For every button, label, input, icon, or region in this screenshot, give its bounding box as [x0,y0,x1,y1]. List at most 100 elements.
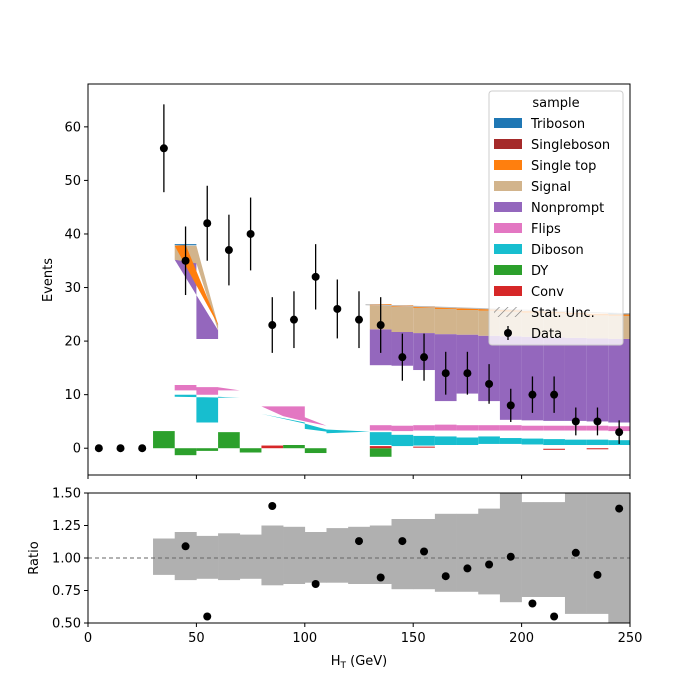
stack-bin-flips [369,425,392,431]
data-point [159,144,168,153]
ratio-point [593,570,602,579]
data-point [289,315,298,324]
legend-swatch [494,118,522,128]
ratio-y-axis-label: Ratio [27,541,42,574]
x-tick-label: 200 [509,631,534,646]
ratio-point [311,580,320,588]
data-point [138,444,147,453]
ratio-point [441,572,450,581]
legend-label: Conv [531,285,564,300]
data-point [94,444,103,453]
ratio-band-bin [369,525,392,584]
ratio-y-tick-label: 0.75 [52,584,81,599]
stack-bin-signal [413,307,435,334]
data-point [311,272,320,281]
data-point [506,401,515,410]
data-point [224,246,233,255]
ratio-point [506,552,515,561]
ratio-band-bin [434,513,457,592]
stack-bin-flips [434,424,457,431]
data-point [615,428,624,437]
stack-bin-diboson [391,434,414,447]
ratio-y-tick-label: 0.50 [52,617,81,632]
main-y-tick-label: 10 [64,388,81,403]
x-tick-label: 50 [188,631,205,646]
main-y-tick-label: 40 [64,227,81,242]
stack-bin-diboson [478,436,500,444]
stack-bin-nonprompt [586,338,609,422]
main-y-tick-label: 60 [64,120,81,135]
main-axes-frame [87,83,631,476]
ratio-point [203,612,212,621]
stack-shape-nonprompt [174,259,219,339]
stack-bin-diboson [586,439,609,446]
stack-bin-diboson [543,439,565,446]
ratio-band-bin [586,493,609,614]
stack-bin-diboson [564,439,587,446]
legend-swatch [494,265,522,275]
data-point [246,229,255,238]
data-point [593,417,602,426]
ratio-point [420,547,429,556]
ratio-x-axis: 0 50 100 150 200 250 [84,623,643,646]
stack-bin-single-top [456,308,479,311]
stack-bin-flips [478,425,500,431]
stack-bin-signal [434,308,457,335]
stack-bin-conv [369,446,392,449]
stack-bin-conv [261,445,284,449]
ratio-band-bin [196,535,219,579]
data-point [376,321,385,330]
stack-bin-flips [543,425,565,431]
stack-bin-diboson [413,435,435,446]
data-point [550,390,559,399]
ratio-point [485,560,494,569]
main-y-axis-label: Events [41,258,56,302]
ratio-point [615,504,624,513]
legend-label: Data [531,327,562,342]
main-y-tick-label: 50 [64,174,81,189]
stack-bin-diboson [499,438,522,444]
ratio-band-bin [174,532,197,581]
stack-bin-diboson [521,438,544,445]
ratio-band-bin [304,532,327,583]
ratio-band-bin [326,528,349,583]
stack-bin-dy [218,432,240,449]
ratio-y-tick-label: 1.50 [52,487,81,502]
data-point [355,315,363,324]
ratio-band-bin [239,534,262,579]
ratio-band-bin [218,533,241,581]
ratio-y-axis: 0.50 0.75 1.00 1.25 1.50 [52,487,88,632]
data-point [116,444,125,453]
data-point [181,256,190,265]
x-tick-label: 0 [84,631,92,646]
stack-bin-diboson [434,436,457,446]
legend-swatch [494,139,522,149]
stack-bin-diboson [369,432,392,446]
stack-shape-diboson [174,394,240,423]
x-tick-label: 150 [401,631,426,646]
legend-swatch [494,181,522,191]
legend-label: Triboson [530,117,585,132]
stack-shape-flips [261,406,327,426]
stack-bin-nonprompt [608,338,630,423]
ratio-band-bin [499,493,522,603]
data-points [94,104,624,453]
legend-label: Singleboson [531,138,610,153]
stack-bin-nonprompt [499,336,522,420]
ratio-point [268,502,277,510]
stack-bin-conv [586,448,609,450]
data-point [528,390,537,399]
legend-swatch [494,286,522,296]
main-y-tick-label: 30 [64,281,81,296]
stack-bin-signal [391,306,414,332]
ratio-band-bin [283,526,306,584]
stack-bin-flips [456,425,479,431]
legend-label: Single top [531,159,596,174]
data-point [333,304,342,313]
legend: sample Triboson Singleboson Single top Sign… [488,90,624,346]
stack-bin-dy [239,448,262,453]
data-point [420,353,429,362]
stack-bin-flips [521,425,544,431]
x-tick-label: 250 [618,631,643,646]
data-point [485,379,494,388]
